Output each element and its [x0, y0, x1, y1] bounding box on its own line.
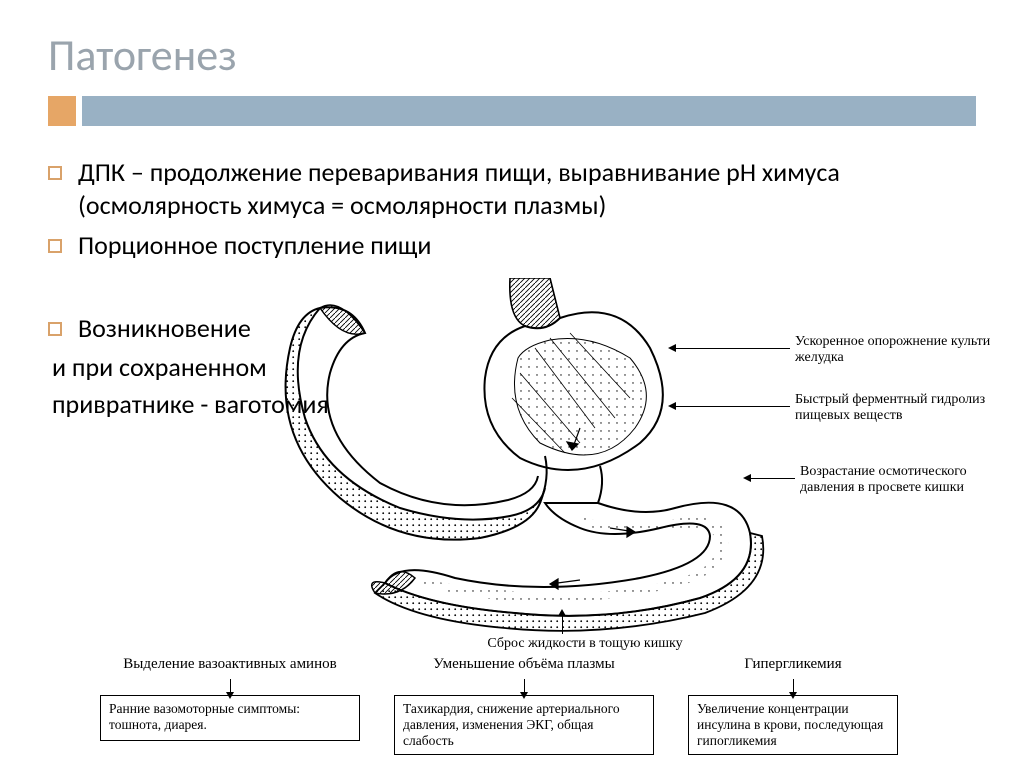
down-arrow-icon	[524, 679, 525, 693]
page-title: Патогенез	[48, 28, 976, 82]
box-body: Увеличение концентрации инсулина в крови…	[688, 695, 898, 755]
bottom-box-row: Выделение вазоактивных аминов Ранние ваз…	[100, 656, 898, 755]
down-arrow-icon	[793, 679, 794, 693]
accent-blue	[82, 96, 976, 126]
square-bullet-icon	[48, 239, 62, 253]
accent-orange	[48, 96, 76, 126]
bullet-text: ДПК – продолжение переваривания пищи, вы…	[78, 156, 976, 223]
box-column: Гипергликемия Увеличение концентрации ин…	[688, 656, 898, 755]
slide: Патогенез ДПК – продолжение переваривани…	[0, 0, 1024, 767]
bullet-item: ДПК – продолжение переваривания пищи, вы…	[48, 156, 976, 223]
annotation-text: Ускоренное опорожнение культи желудка	[795, 334, 1000, 366]
box-column: Уменьшение объёма плазмы Тахикардия, сни…	[394, 656, 654, 755]
annotation-text: Сброс жидкости в тощую кишку	[470, 636, 700, 652]
box-heading: Уменьшение объёма плазмы	[394, 656, 654, 673]
annotation-text: Быстрый ферментный гидролиз пищевых веще…	[795, 392, 1000, 424]
bullet-item: Порционное поступление пищи	[48, 229, 976, 262]
annotation-text: Возрастание осмотического давления в про…	[800, 464, 1000, 496]
down-arrow-icon	[230, 679, 231, 693]
box-heading: Выделение вазоактивных аминов	[100, 656, 360, 673]
bullet-text: Порционное поступление пищи	[78, 229, 976, 262]
annotation-arrow	[675, 348, 790, 349]
box-body: Тахикардия, снижение артериального давле…	[394, 695, 654, 755]
annotation-arrow	[675, 406, 790, 407]
annotation-arrow-up	[562, 616, 563, 634]
square-bullet-icon	[48, 322, 62, 336]
square-bullet-icon	[48, 166, 62, 180]
box-heading: Гипергликемия	[688, 656, 898, 673]
annotation-arrow	[750, 478, 795, 479]
box-body: Ранние вазомоторные симптомы: тошнота, д…	[100, 695, 360, 741]
accent-bar	[48, 96, 976, 126]
box-column: Выделение вазоактивных аминов Ранние ваз…	[100, 656, 360, 755]
